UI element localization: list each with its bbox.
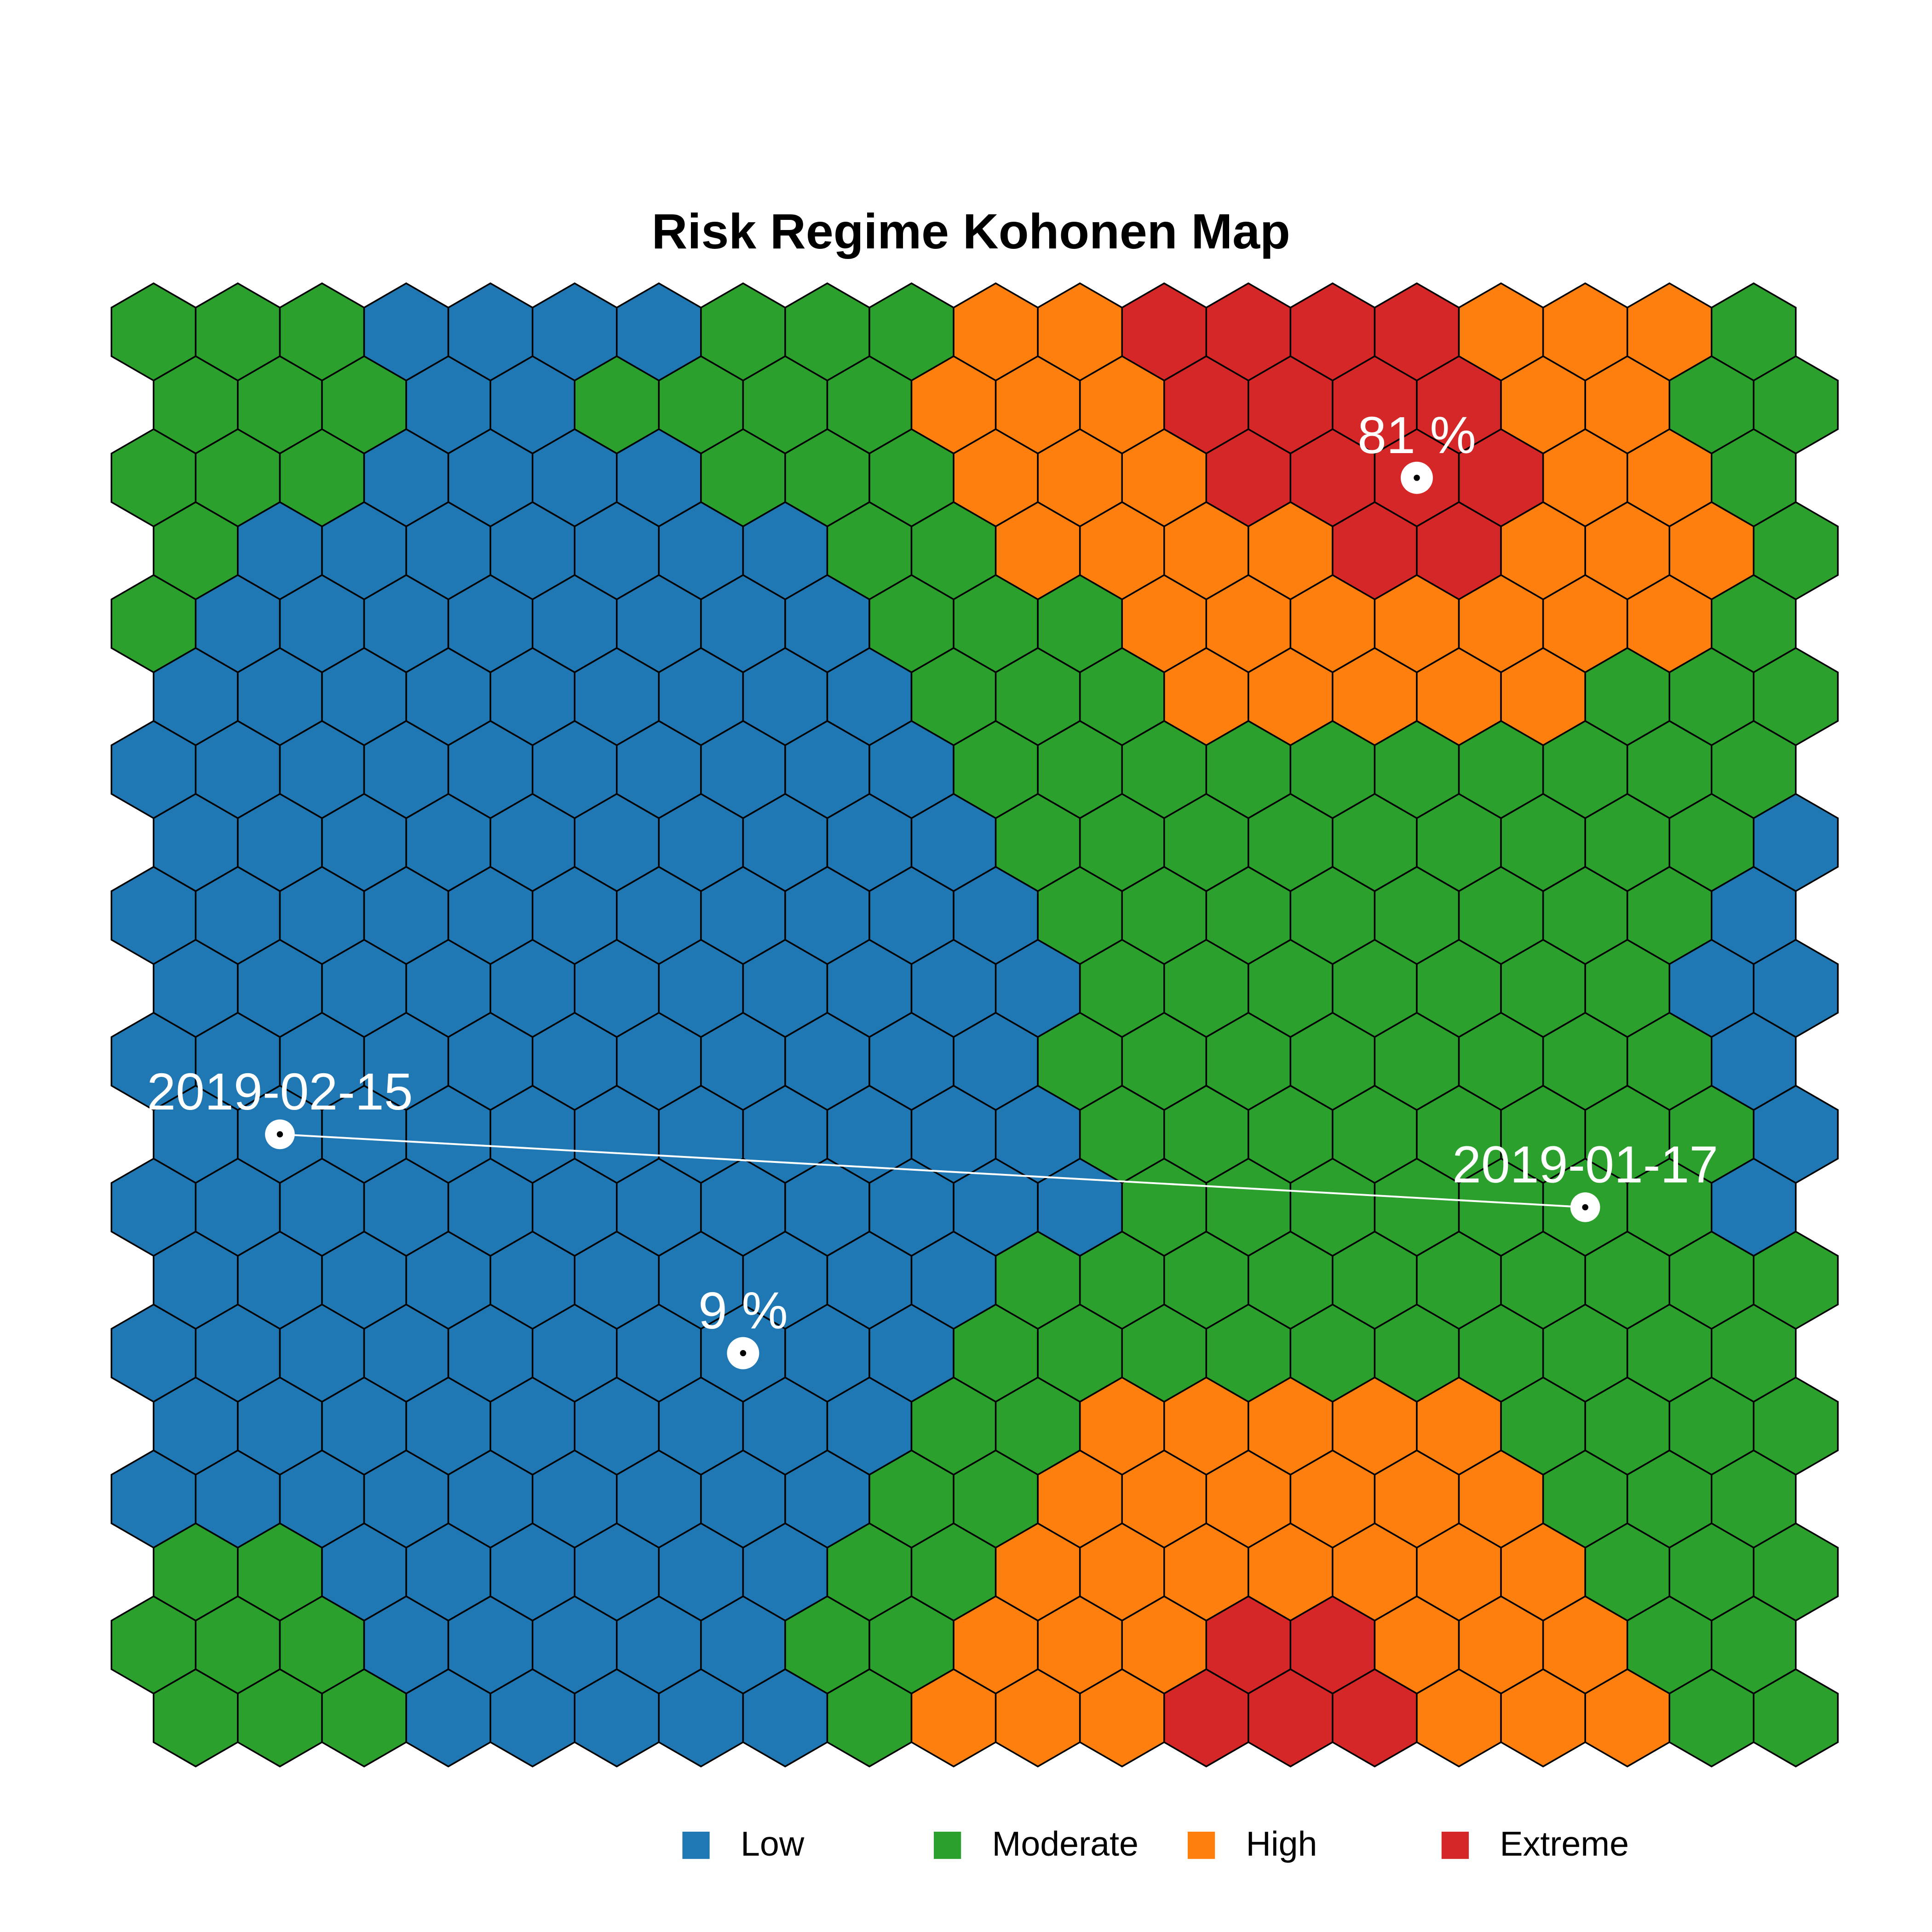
legend-label: High [1246,1824,1317,1863]
marker-center [1414,474,1420,481]
hex-grid [110,282,1839,1768]
hex-cell [1753,1668,1839,1768]
marker-label: 2019-02-15 [147,1063,413,1121]
chart-title: Risk Regime Kohonen Map [652,204,1290,259]
legend-swatch [1187,1831,1215,1859]
legend-label: Moderate [992,1824,1138,1863]
trajectory-line [280,1133,1586,1208]
marker-center [276,1131,283,1138]
legend-label: Extreme [1500,1824,1629,1863]
legend: Low Moderate High Extreme [682,1824,1629,1863]
annotations: 81 % 9 % 2019-02-15 2019-01-17 [147,406,1718,1369]
marker-label: 9 % [698,1282,788,1340]
legend-swatch [682,1831,710,1859]
marker-center [1582,1204,1588,1211]
marker-center [740,1350,747,1357]
marker-label: 81 % [1357,406,1476,464]
marker-label: 2019-01-17 [1452,1136,1718,1194]
legend-swatch [1441,1831,1469,1859]
legend-label: Low [741,1824,805,1863]
legend-swatch [934,1831,961,1859]
